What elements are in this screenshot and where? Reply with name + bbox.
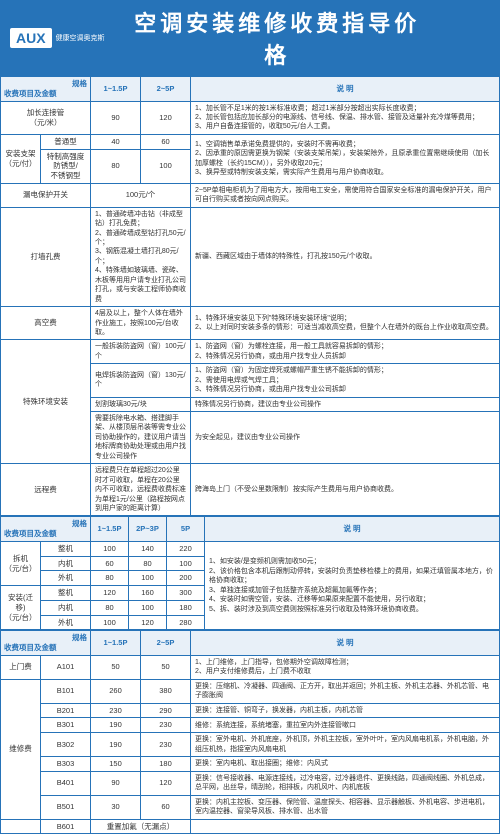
logo-subtitle: 健康空调奥克斯 [56,33,105,43]
row-b401: B40190120更换：信号接收器、电源连接线，过冷电容，过冷器退件、更换线路，… [1,771,500,795]
section2-table: 规格收费项目及金额 1~1.5P 2P~3P 5P 说 明 拆机 （元/台） 整… [0,516,500,630]
section1-table: 规格收费项目及金额 1~1.5P 2~5P 说 明 加长连接管 （元/米） 90… [0,76,500,516]
col-2-5p: 2~5P [141,77,191,102]
row-b101: 维修费B101260380更换：压缩机、冷凝器、四通阀、正方开，取出并返回；外机… [1,679,500,703]
row-b501: B5013060更换：内机主控板、变压器、保险管、温度探头、相容器、显示器触板、… [1,795,500,819]
row-b303: B303150180更换：室内电机、取出接圈；维修：内风式 [1,757,500,772]
section2-head: 规格收费项目及金额 1~1.5P 2P~3P 5P 说 明 [1,517,500,542]
row-b302: B302190230更换：室外电机、外机底座，外机顶，外机主控板，室外叶叶，室内… [1,733,500,757]
repair-fee-label: 维修费 [1,679,41,819]
col-1-15p: 1~1.5P [91,77,141,102]
row-special-env-a: 特殊环境安装 一般拆装防盗网（窗）100元/个 1、防盗网（窗）为螺栓连接，用一… [1,340,500,364]
row-leak-switch: 漏电保护开关 100元/个 2~5P单相电柜机为了用电方大，按用电工安全，需使用… [1,183,500,207]
row-extension-pipe: 加长连接管 （元/米） 90 120 1、加长管不足1米的按1米标准收费；超过1… [1,101,500,134]
section1-head: 规格收费项目及金额 1~1.5P 2~5P 说 明 [1,77,500,102]
section3-table: 规格收费项目及金额 1~1.5P 2~5P 说 明 上门费 A101 50 50… [0,630,500,834]
row-bracket-normal: 安装支架 （元/付） 普通型 40 60 1、空调销售单承诺免费提供的，安装时不… [1,134,500,149]
row-remove-whole: 拆机 （元/台） 整机100140220 1、如安装/是变频机则需加收50元； … [1,541,500,556]
row-b201: B201230290更换：连接管、铜弯子，换发器，内机主板，内机芯管 [1,703,500,718]
row-high-altitude: 高空费 4层及以上，整个人体在墙外作业施工，按照100元/台收取。 1、特殊环境… [1,307,500,340]
logo: AUX [10,28,52,48]
col-desc: 说 明 [191,77,500,102]
row-wall-hole: 打墙孔费 1、普通砖墙冲击钻（非成型钻）打孔免费； 2、普通砖墙成型钻打孔50元… [1,207,500,306]
row-remote-fee: 远程费 远程费只在单程超过20公里时才可收取，单程在20公里内不可收取，远程费收… [1,464,500,516]
row-b301: B301190230维修：系统连接，系统堵塞，重拉室内外连接管嗽口 [1,718,500,733]
page-title: 空调安装维修收费指导价格 [125,6,430,70]
section3-head: 规格收费项目及金额 1~1.5P 2~5P 说 明 [1,631,500,656]
row-b601: B601 重置加氟（无漏点） [1,819,500,834]
header: AUX 健康空调奥克斯 空调安装维修收费指导价格 [0,0,500,76]
row-visit-fee: 上门费 A101 50 50 1、上门维修，上门指导，包修期外空调故障检测； 2… [1,655,500,679]
